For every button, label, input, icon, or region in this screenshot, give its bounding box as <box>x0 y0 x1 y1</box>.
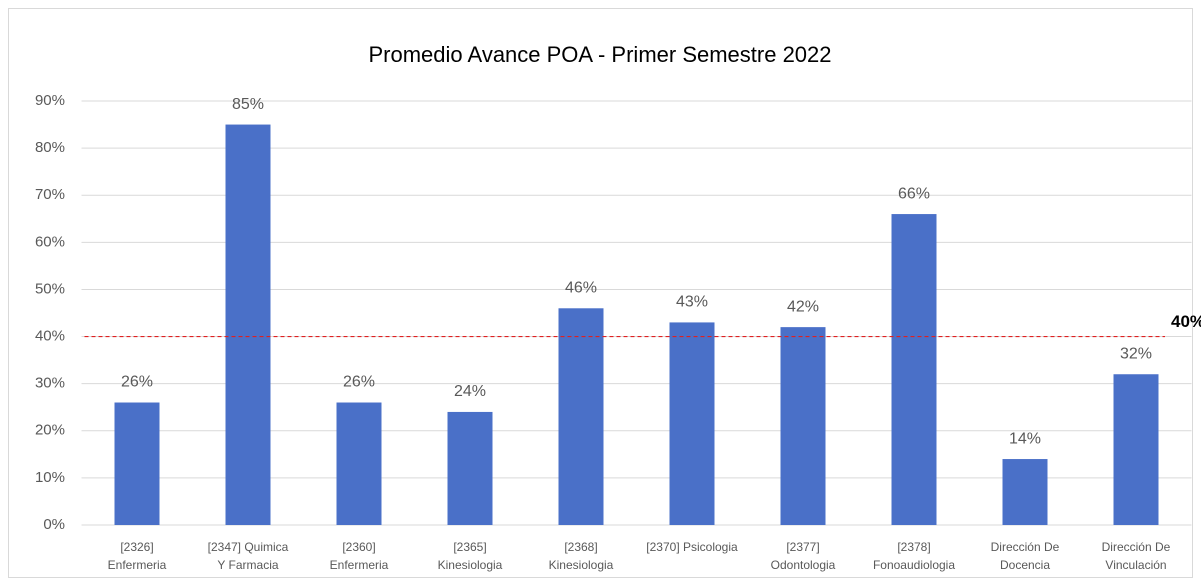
x-tick-label: Kinesiologia <box>438 558 503 572</box>
bar <box>336 402 382 525</box>
bar <box>669 322 715 525</box>
x-tick-label: [2378] <box>897 540 930 554</box>
y-tick-label: 80% <box>35 139 65 156</box>
x-tick-label: [2365] <box>453 540 486 554</box>
bar <box>1113 374 1159 525</box>
y-tick-label: 10% <box>35 469 65 486</box>
value-label: 24% <box>454 383 486 400</box>
x-tick-label: Fonoaudiologia <box>873 558 955 572</box>
bar <box>558 308 604 525</box>
y-tick-label: 60% <box>35 233 65 250</box>
x-tick-label: [2368] <box>564 540 597 554</box>
bar <box>225 124 271 526</box>
value-label: 42% <box>787 298 819 315</box>
bar <box>1002 459 1048 525</box>
x-tick-label: Dirección De <box>1102 540 1171 554</box>
value-label: 14% <box>1009 430 1041 447</box>
y-tick-label: 70% <box>35 186 65 203</box>
y-tick-label: 30% <box>35 375 65 392</box>
y-tick-label: 50% <box>35 280 65 297</box>
value-label: 43% <box>676 294 708 311</box>
x-tick-label: [2347] Quimica <box>208 540 289 554</box>
value-label: 66% <box>898 185 930 202</box>
x-tick-label: Dirección De <box>991 540 1060 554</box>
x-tick-label: Enfermeria <box>108 558 167 572</box>
x-tick-label: Vinculación <box>1105 558 1166 572</box>
x-tick-label: Kinesiologia <box>549 558 614 572</box>
value-label: 26% <box>343 374 375 391</box>
value-label: 85% <box>232 96 264 113</box>
x-tick-label: Y Farmacia <box>217 558 278 572</box>
chart-title: Promedio Avance POA - Primer Semestre 20… <box>368 42 831 67</box>
x-tick-label: Docencia <box>1000 558 1050 572</box>
x-tick-label: Enfermeria <box>330 558 389 572</box>
x-tick-label: [2370] Psicologia <box>646 540 738 554</box>
x-tick-label: Odontologia <box>771 558 836 572</box>
bar <box>447 411 493 525</box>
value-label: 32% <box>1120 345 1152 362</box>
y-tick-label: 90% <box>35 92 65 109</box>
x-tick-label: [2326] <box>120 540 153 554</box>
y-tick-label: 0% <box>43 516 65 533</box>
value-label: 46% <box>565 280 597 297</box>
bar <box>780 327 826 525</box>
reference-label: 40% <box>1171 312 1201 331</box>
y-tick-label: 20% <box>35 422 65 439</box>
bar <box>114 402 160 525</box>
y-tick-label: 40% <box>35 328 65 345</box>
x-tick-label: [2377] <box>786 540 819 554</box>
x-tick-label: [2360] <box>342 540 375 554</box>
value-label: 26% <box>121 374 153 391</box>
bar <box>891 214 937 526</box>
